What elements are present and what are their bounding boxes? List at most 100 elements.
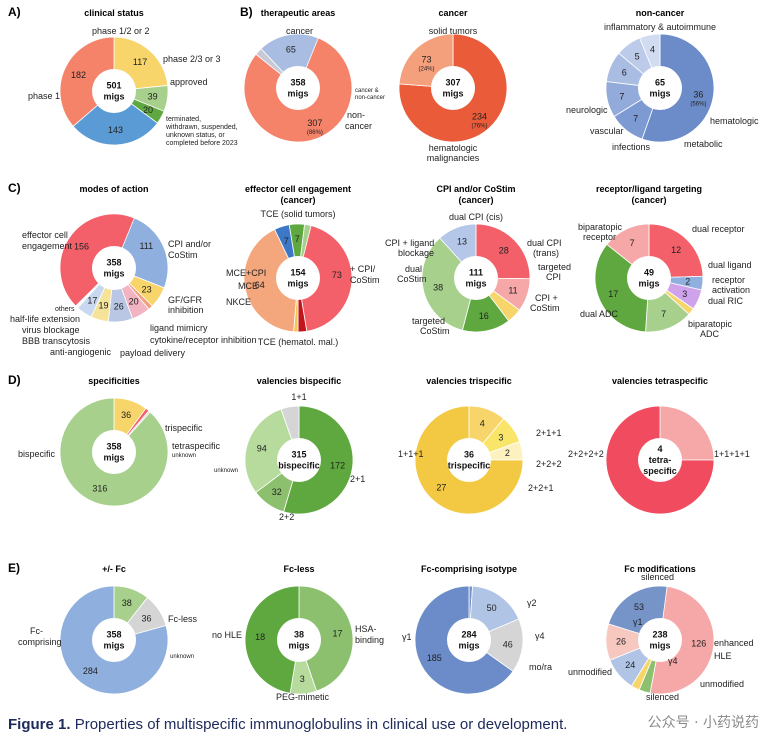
donut-hole bbox=[431, 66, 475, 110]
chart-subtitle: (cancer) bbox=[631, 195, 666, 205]
donut-hole bbox=[277, 438, 321, 482]
slice-label: 234 bbox=[472, 112, 487, 122]
slice-label: 143 bbox=[108, 125, 123, 135]
slice-label: 117 bbox=[133, 57, 147, 67]
watermark: 公众号 · 小药说药 bbox=[647, 715, 759, 731]
center-label: 358 bbox=[290, 78, 305, 88]
center-label: trispecific bbox=[448, 461, 491, 471]
slice-label: 3 bbox=[498, 433, 503, 443]
center-label: migs bbox=[638, 279, 659, 289]
annotation-label: metabolic bbox=[684, 139, 723, 149]
slice-label: 172 bbox=[330, 461, 345, 471]
pie-slice bbox=[243, 228, 299, 333]
pie-slice bbox=[468, 618, 524, 672]
annotation-label: mo/ra bbox=[529, 662, 552, 672]
chart-title: cancer bbox=[438, 8, 468, 18]
chart-title: +/- Fc bbox=[102, 564, 126, 574]
chart-title: valencies bispecific bbox=[257, 376, 342, 386]
annotation-label: HSA- bbox=[355, 624, 377, 634]
figure-caption: Figure 1. Properties of multispecific im… bbox=[8, 716, 567, 733]
slice-label: 94 bbox=[257, 444, 267, 454]
annotation-label: 1+1 bbox=[291, 392, 306, 402]
caption-text: Properties of multispecific immunoglobul… bbox=[74, 716, 568, 733]
annotation-label: unknown status, or bbox=[166, 132, 225, 139]
center-label: migs bbox=[288, 641, 309, 651]
slice-label: 182 bbox=[71, 70, 86, 80]
annotation-label: non-cancer bbox=[355, 95, 385, 101]
center-label: specific bbox=[643, 466, 677, 476]
chart-title: specificities bbox=[88, 376, 140, 386]
slice-label: 4 bbox=[480, 418, 485, 428]
slice-label: 12 bbox=[671, 245, 681, 255]
slice-label: 156 bbox=[74, 241, 89, 251]
annotation-label: 2+1+1 bbox=[536, 428, 562, 438]
annotation-label: unknown bbox=[214, 468, 238, 474]
annotation-label: CoStim bbox=[397, 274, 427, 284]
pie-slice bbox=[59, 36, 115, 127]
slice-label: 36 bbox=[121, 410, 131, 420]
annotation-label: malignancies bbox=[427, 153, 480, 163]
annotation-label: solid tumors bbox=[429, 26, 478, 36]
slice-label: 17 bbox=[87, 296, 97, 306]
donut-hole bbox=[92, 246, 136, 290]
annotation-label: dual ADC bbox=[580, 309, 619, 319]
center-label: 315 bbox=[291, 450, 306, 460]
chart-title: Fc modifications bbox=[624, 564, 696, 574]
chart-title: modes of action bbox=[79, 184, 148, 194]
annotation-label: terminated, bbox=[166, 116, 201, 123]
slice-label: 111 bbox=[139, 241, 153, 251]
center-label: bispecific bbox=[278, 461, 320, 471]
slice-label: 7 bbox=[619, 91, 624, 101]
annotation-label: neurologic bbox=[566, 105, 608, 115]
donut-hole bbox=[447, 618, 491, 662]
slice-label: 7 bbox=[661, 309, 666, 319]
annotation-label: bispecific bbox=[18, 449, 56, 459]
slice-label: 307 bbox=[307, 118, 322, 128]
slice-label: 6 bbox=[622, 67, 627, 77]
donut-hole bbox=[277, 618, 321, 662]
slice-label: 36 bbox=[693, 90, 703, 100]
annotation-label: TCE (hematol. mal.) bbox=[258, 337, 339, 347]
annotation-label: hematologic bbox=[710, 116, 759, 126]
slice-label: 17 bbox=[332, 629, 342, 639]
center-label: migs bbox=[103, 92, 124, 102]
chart-title: Fc-comprising isotype bbox=[421, 564, 517, 574]
slice-label: 32 bbox=[272, 487, 282, 497]
center-label: migs bbox=[442, 89, 463, 99]
section-label-a: A) bbox=[8, 5, 21, 19]
annotation-label: no HLE bbox=[212, 630, 242, 640]
slice-label: 16 bbox=[479, 311, 489, 321]
slice-label: 3 bbox=[300, 674, 305, 684]
slice-label: 4 bbox=[650, 45, 655, 55]
annotation-label: biparatopic bbox=[578, 222, 623, 232]
annotation-label: cancer bbox=[345, 121, 372, 131]
slice-label: 284 bbox=[83, 666, 98, 676]
donut-hole bbox=[638, 618, 682, 662]
center-label: 358 bbox=[106, 258, 121, 268]
annotation-label: dual CPI bbox=[527, 238, 562, 248]
chart-title: Fc-less bbox=[283, 564, 314, 574]
slice-label: 126 bbox=[691, 639, 706, 649]
annotation-label: activation bbox=[712, 285, 750, 295]
slice-label: 7 bbox=[295, 234, 300, 244]
slice-label: 5 bbox=[635, 51, 640, 61]
center-label: migs bbox=[103, 269, 124, 279]
donut-hole bbox=[276, 256, 320, 300]
annotation-label: unmodified bbox=[568, 667, 612, 677]
annotation-label: 1+1+1+1 bbox=[714, 449, 750, 459]
annotation-label: silenced bbox=[641, 572, 674, 582]
annotation-label: NKCE bbox=[226, 297, 251, 307]
center-label: 154 bbox=[290, 268, 305, 278]
annotation-label: targeted bbox=[412, 316, 445, 326]
annotation-label: (trans) bbox=[533, 248, 559, 258]
slice-label: 17 bbox=[608, 289, 618, 299]
pie-slice bbox=[244, 408, 300, 493]
donut-hole bbox=[447, 438, 491, 482]
annotation-label: γ4 bbox=[535, 631, 545, 641]
pie-slice bbox=[297, 223, 353, 332]
slice-sublabel: (24%) bbox=[418, 66, 434, 72]
center-label: migs bbox=[287, 89, 308, 99]
annotation-label: unknown bbox=[172, 453, 196, 459]
slice-sublabel: (86%) bbox=[307, 130, 323, 136]
